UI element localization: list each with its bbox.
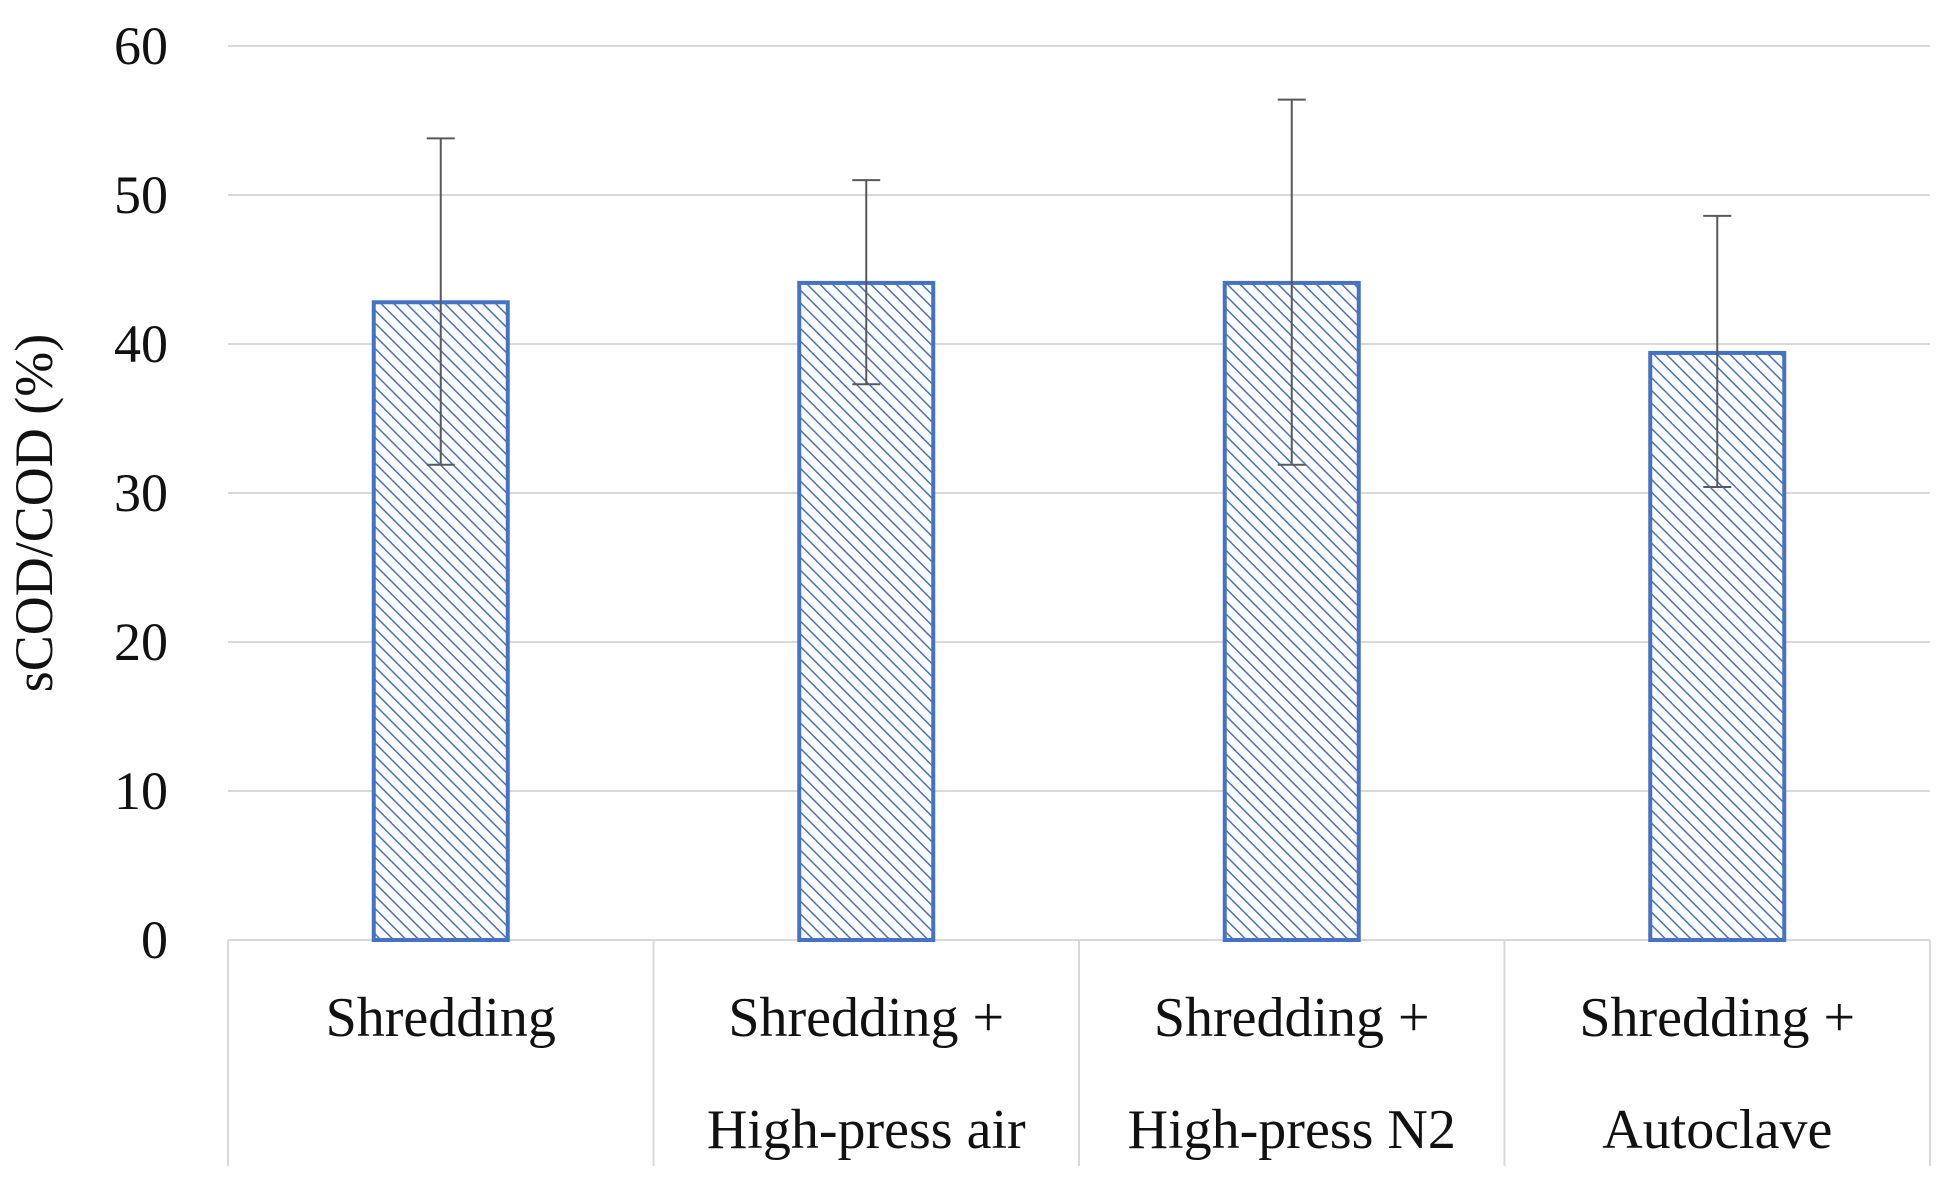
y-tick-label: 20 (114, 612, 168, 672)
x-tick-label: High-press N2 (1128, 1099, 1456, 1161)
y-axis-ticks: 0 10 20 30 40 50 60 (114, 16, 168, 970)
x-axis (227, 939, 1931, 1166)
y-tick-label: 30 (114, 463, 168, 523)
x-tick-label: Shredding (326, 987, 556, 1049)
x-tick-label: Autoclave (1602, 1099, 1832, 1161)
category-labels: Shredding Shredding + High-press air Shredd… (326, 987, 1856, 1161)
y-axis-title: sCOD/COD (%) (4, 334, 64, 693)
x-tick-label: High-press air (707, 1099, 1026, 1161)
y-tick-label: 50 (114, 165, 168, 225)
gridlines (228, 45, 1930, 792)
y-tick-label: 40 (114, 314, 168, 374)
y-tick-label: 10 (114, 761, 168, 821)
y-tick-label: 60 (114, 16, 168, 76)
y-tick-label: 0 (141, 910, 168, 970)
error-bars (426, 98, 1732, 489)
x-tick-label: Shredding + (1579, 987, 1855, 1049)
x-tick-label: Shredding + (728, 987, 1004, 1049)
bar-series (371, 280, 1787, 943)
x-tick-label: Shredding + (1154, 987, 1430, 1049)
